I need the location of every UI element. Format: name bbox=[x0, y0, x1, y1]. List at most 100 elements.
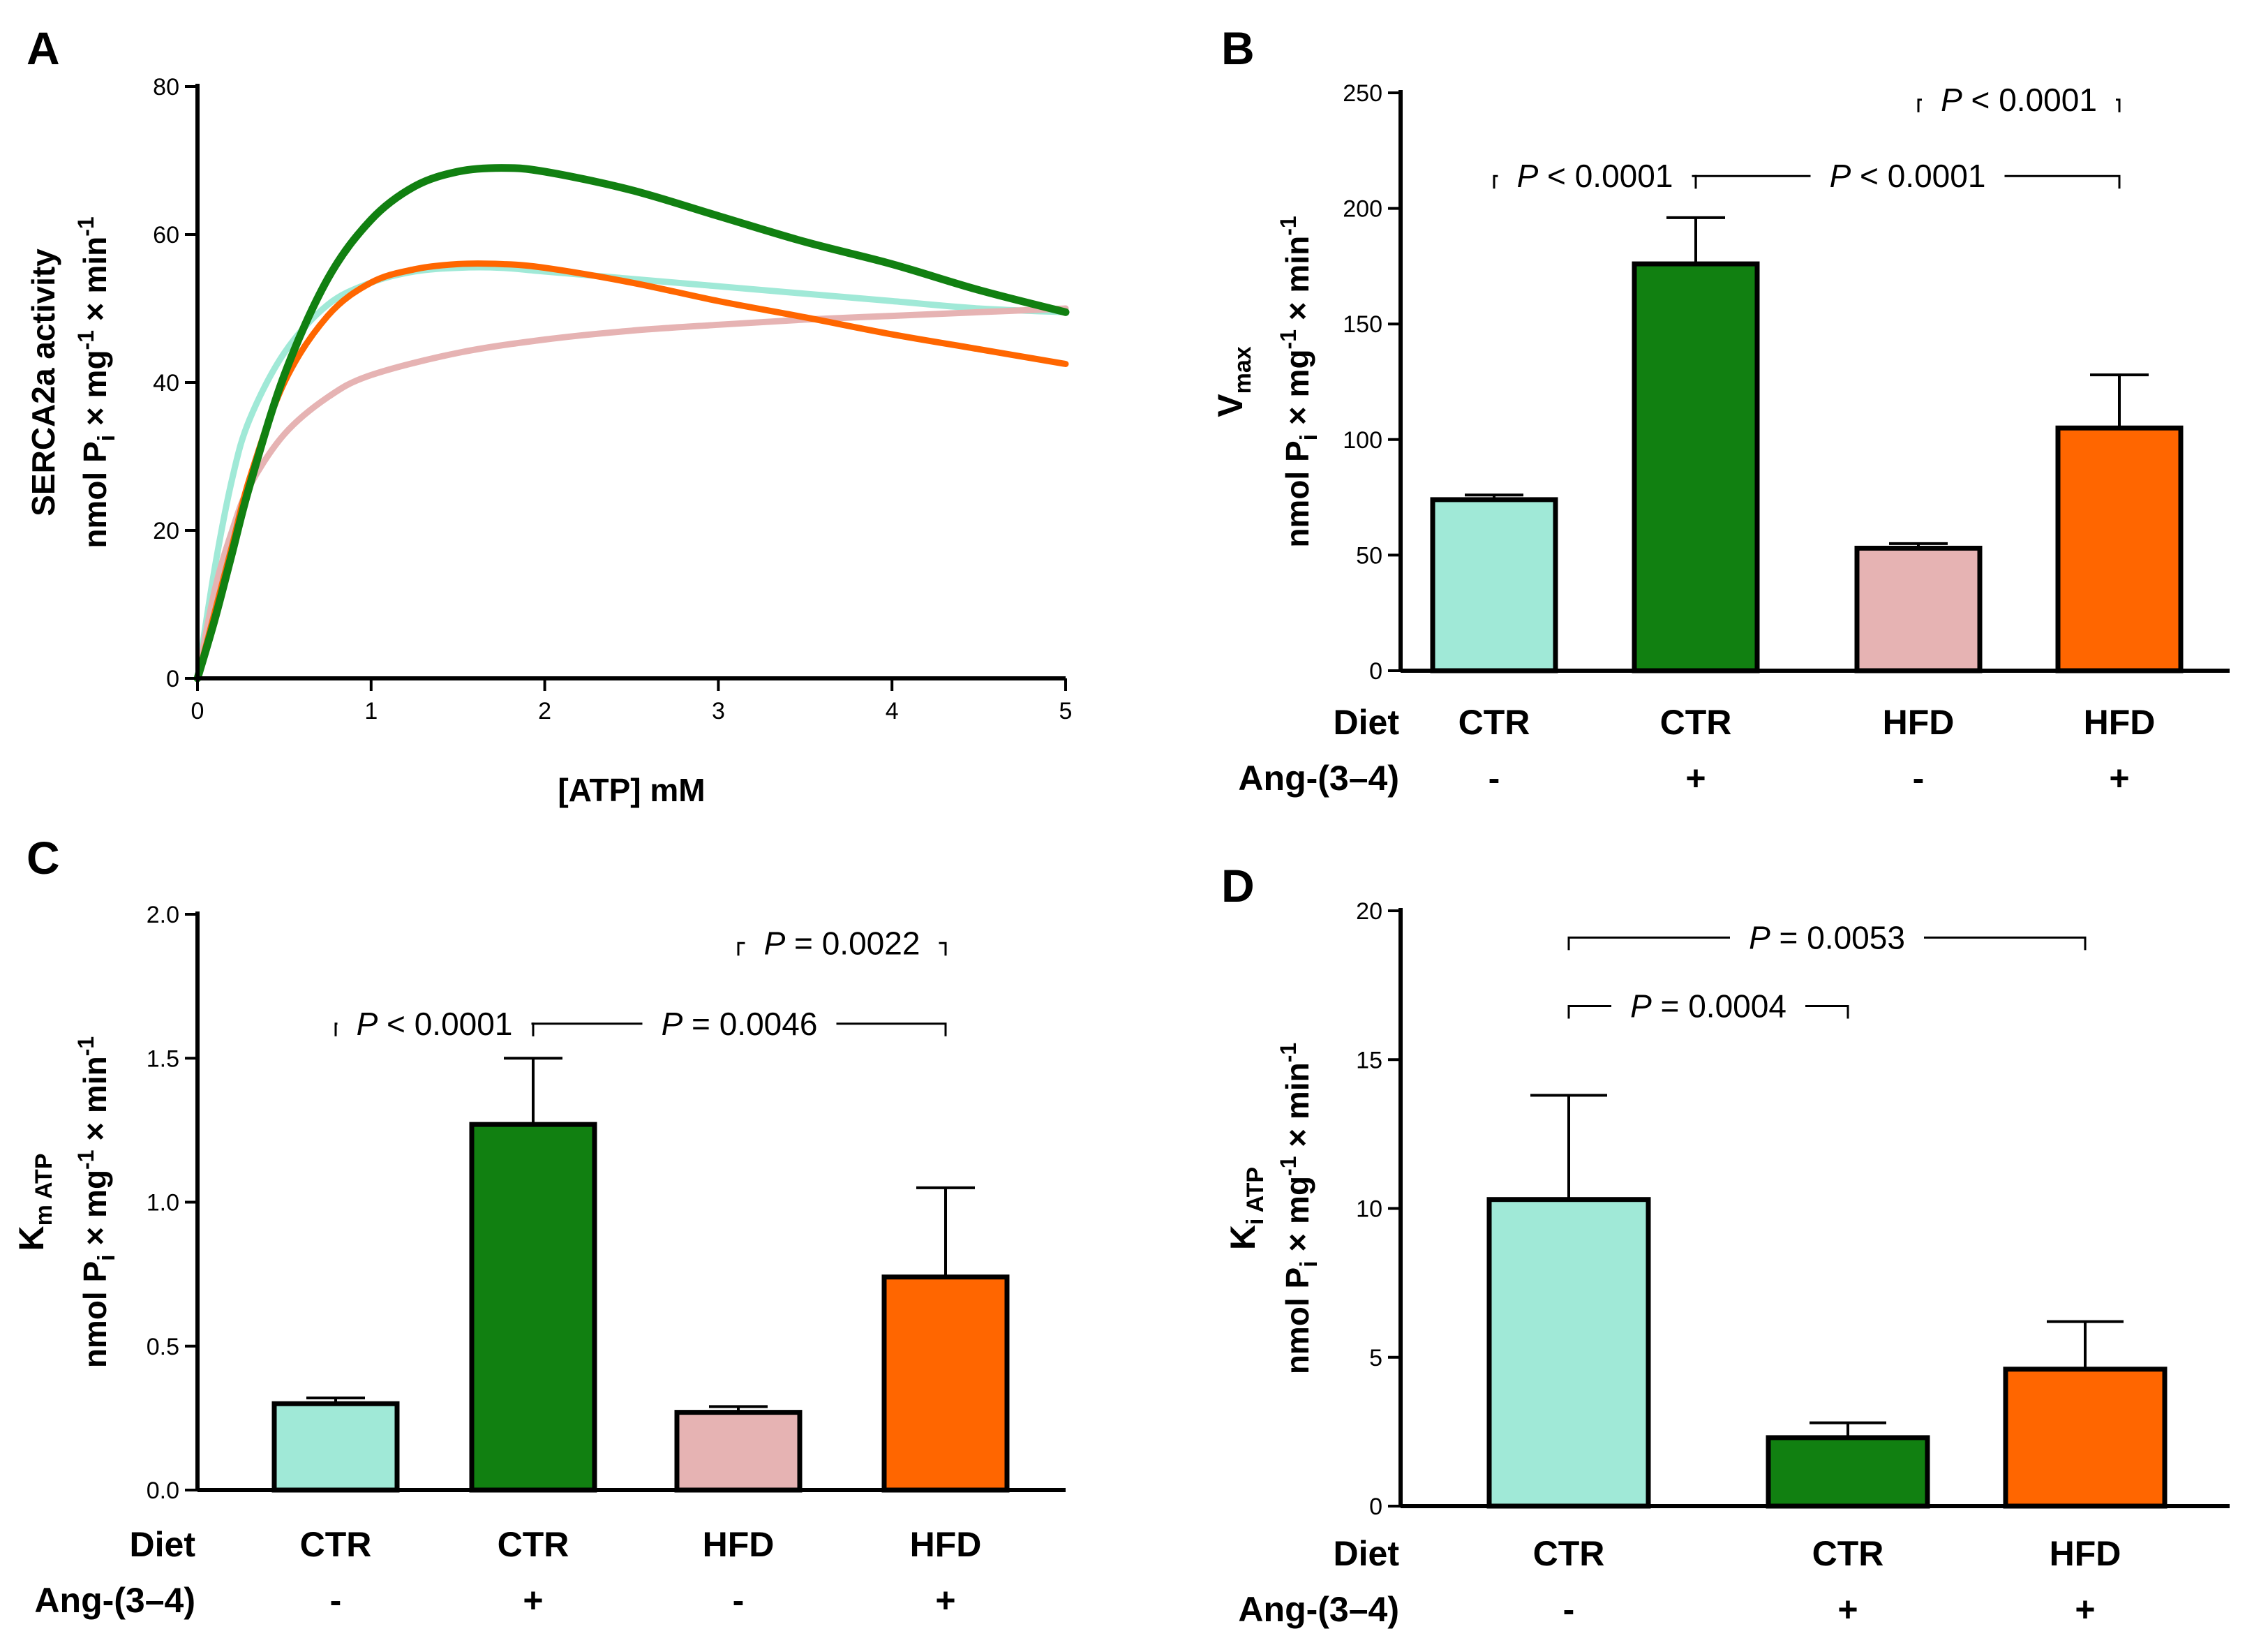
diet-label: CTR bbox=[1660, 703, 1732, 742]
ylabel-mg: × mg bbox=[1279, 1176, 1315, 1260]
ang-label: + bbox=[523, 1581, 543, 1620]
panel-letter-a: A bbox=[27, 22, 60, 74]
row-label-diet: Diet bbox=[1334, 1534, 1400, 1573]
y-tick-label: 2.0 bbox=[147, 902, 179, 928]
significance-bracket-left bbox=[1567, 1004, 1611, 1019]
p-italic: P bbox=[1517, 158, 1539, 194]
significance-bracket-left bbox=[1694, 174, 1811, 189]
y-tick-label: 0 bbox=[1369, 1494, 1382, 1520]
y-tick-label: 150 bbox=[1343, 311, 1382, 338]
ang-label: - bbox=[733, 1581, 745, 1620]
row-label-ang: Ang-(3–4) bbox=[1238, 759, 1399, 798]
p-value-label: P = 0.0004 bbox=[1630, 988, 1786, 1024]
diet-label: HFD bbox=[910, 1525, 982, 1564]
ylabel-mg: × mg bbox=[1279, 349, 1315, 433]
ylabel-mg: × mg bbox=[77, 1170, 113, 1254]
significance-bracket-left bbox=[1567, 936, 1730, 951]
y-tick-label: 0.0 bbox=[147, 1477, 179, 1504]
x-tick-label: 1 bbox=[364, 698, 378, 724]
y-axis-title-units: nmol Pi × mg-1 × min-1 bbox=[1276, 216, 1322, 547]
y-tick-label: 0 bbox=[1369, 658, 1382, 685]
ylabel-sup: -1 bbox=[1276, 216, 1301, 235]
ylabel-min: × min bbox=[1279, 236, 1315, 329]
significance-bracket-right bbox=[1805, 1004, 1849, 1019]
panel-letter-d: D bbox=[1221, 860, 1255, 911]
diet-label: HFD bbox=[703, 1525, 775, 1564]
bar-ctr bbox=[1486, 1197, 1651, 1509]
p-text: < 0.0001 bbox=[378, 1006, 512, 1042]
ylabel-main-letter: V bbox=[1211, 394, 1250, 417]
diet-label: CTR bbox=[300, 1525, 372, 1564]
y-axis-title-main: Ki ATP bbox=[1223, 1167, 1269, 1250]
panel-b-vmax-bar-chart: CTR - CTR + HFD - HFD +0 50 100 150 200 250 Diet Ang-(… bbox=[1211, 80, 2230, 798]
x-tick-label: 4 bbox=[886, 698, 899, 724]
ylabel-main-letter: K bbox=[12, 1226, 51, 1251]
ylabel-sup: -1 bbox=[73, 330, 98, 350]
significance-bracket-left bbox=[1493, 174, 1498, 189]
bar-ctr-ang bbox=[1632, 261, 1760, 673]
p-italic: P bbox=[1941, 82, 1962, 118]
p-italic: P bbox=[357, 1006, 378, 1042]
diet-label: CTR bbox=[1533, 1534, 1605, 1573]
p-text: < 0.0001 bbox=[1962, 82, 2097, 118]
p-value-label: P < 0.0001 bbox=[1830, 158, 1986, 194]
ylabel-sup: -1 bbox=[1276, 1043, 1301, 1062]
y-tick-label: 1.0 bbox=[147, 1190, 179, 1216]
bar-hfd bbox=[674, 1410, 803, 1493]
ang-label: + bbox=[935, 1581, 955, 1620]
row-label-diet: Diet bbox=[1334, 703, 1400, 742]
y-tick-label: 20 bbox=[1356, 898, 1382, 925]
y-tick-label: 80 bbox=[153, 74, 179, 101]
significance-bracket-left bbox=[737, 941, 745, 956]
ylabel-sub-i: i bbox=[1296, 1260, 1322, 1267]
series-line-ctr_ang bbox=[193, 164, 1070, 683]
ylabel-mg: × mg bbox=[77, 350, 113, 434]
significance-bracket-left bbox=[532, 1022, 643, 1036]
ylabel-nmol: nmol P bbox=[1279, 440, 1315, 547]
p-text: < 0.0001 bbox=[1851, 158, 1985, 194]
bar-hfd bbox=[1854, 545, 1983, 673]
p-value-label: P = 0.0046 bbox=[662, 1006, 818, 1042]
ang-label: - bbox=[330, 1581, 342, 1620]
ylabel-main-letter: K bbox=[1223, 1225, 1262, 1250]
bar-ctr-ang bbox=[469, 1122, 597, 1493]
significance-bracket-right bbox=[939, 941, 947, 956]
series-line-hfd bbox=[194, 305, 1069, 682]
ang-label: + bbox=[1837, 1590, 1858, 1629]
diet-label: CTR bbox=[1812, 1534, 1884, 1573]
significance-bracket-left bbox=[1917, 98, 1922, 112]
y-tick-label: 60 bbox=[153, 222, 179, 248]
y-tick-label: 15 bbox=[1356, 1047, 1382, 1073]
bar-hfd-ang bbox=[2055, 425, 2184, 673]
x-axis-title: [ATP] mM bbox=[558, 772, 705, 808]
diet-label: HFD bbox=[2084, 703, 2156, 742]
x-tick-label: 2 bbox=[538, 698, 551, 724]
y-tick-label: 100 bbox=[1343, 427, 1382, 454]
y-axis-title-main: Km ATP bbox=[12, 1153, 57, 1251]
x-tick-label: 3 bbox=[712, 698, 725, 724]
bar-ctr bbox=[271, 1401, 400, 1493]
series-line-ctr bbox=[194, 264, 1069, 682]
y-axis-title-units: nmol Pi × mg-1 × min-1 bbox=[73, 1036, 120, 1368]
significance-bracket-right bbox=[836, 1022, 947, 1036]
diet-label: HFD bbox=[1883, 703, 1955, 742]
ylabel-nmol: nmol P bbox=[77, 1261, 113, 1368]
p-value-label: P = 0.0053 bbox=[1749, 919, 1905, 955]
x-tick-label: 5 bbox=[1059, 698, 1073, 724]
ylabel-sup: -1 bbox=[73, 1149, 98, 1169]
panel-a-line-chart: 0 20 40 60 80 0 1 2 3 4 5 [ATP] mM SERCA2a activity n… bbox=[25, 74, 1072, 808]
series-line-hfd_ang bbox=[194, 260, 1069, 682]
y-tick-label: 1.5 bbox=[147, 1045, 179, 1072]
panel-c-km-bar-chart: CTR - CTR + HFD - HFD +0.0 0.5 1.0 1.5 2.0 Diet Ang-(… bbox=[12, 902, 1066, 1620]
y-tick-label: 0.5 bbox=[147, 1334, 179, 1360]
ang-label: - bbox=[1913, 759, 1925, 798]
bar-ctr-ang bbox=[1766, 1435, 1930, 1509]
diet-label: HFD bbox=[2050, 1534, 2121, 1573]
significance-bracket-right bbox=[2004, 174, 2121, 189]
ang-label: + bbox=[2109, 759, 2129, 798]
ylabel-min: × min bbox=[1279, 1062, 1315, 1156]
ylabel-main-sub: i ATP bbox=[1242, 1167, 1269, 1225]
y-tick-label: 20 bbox=[153, 518, 179, 544]
